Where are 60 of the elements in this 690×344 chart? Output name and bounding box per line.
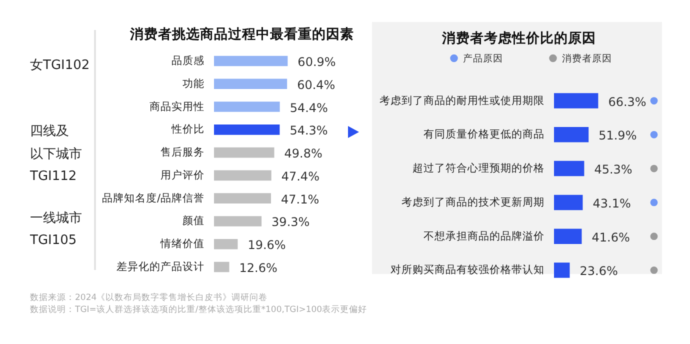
y-tick-label: 颜值 <box>182 214 204 228</box>
bar <box>554 93 598 108</box>
y-tick-label: 售后服务 <box>160 146 204 159</box>
bar <box>554 262 570 278</box>
bar <box>214 102 280 112</box>
bar <box>554 127 589 142</box>
legend-label: 产品原因 <box>463 52 503 64</box>
bar <box>214 56 288 66</box>
y-tick-label: 性价比 <box>170 122 204 136</box>
y-tick-label: 考虑到了商品的耐用性或使用期限 <box>380 94 544 107</box>
text: 女TGI102 <box>30 57 90 75</box>
bar <box>214 216 262 226</box>
bar <box>214 78 288 90</box>
y-tick-label: 用户评价 <box>160 168 204 182</box>
source-note: 数据来源：2024《以数布局数字零售增长白皮书》调研问卷 <box>30 292 268 304</box>
data-label: 54.4% <box>290 100 328 115</box>
y-tick-label: 考虑到了商品的技术更新周期 <box>402 195 544 208</box>
chart-title: 消费者考虑性价比的原因 <box>441 30 596 46</box>
bar <box>214 147 274 158</box>
y-tick-label: 超过了符合心理预期的价格 <box>412 162 544 175</box>
y-tick-label: 功能 <box>182 76 204 90</box>
bar <box>214 238 238 250</box>
data-label: 60.9% <box>298 55 336 70</box>
bar <box>554 228 582 244</box>
text: TGI105 <box>30 232 77 250</box>
y-tick-label: 情绪价值 <box>160 237 204 250</box>
data-label: 66.3% <box>608 94 646 109</box>
bar <box>214 170 272 181</box>
text: 数据说明：TGI=该人群选择该选项的比重/整体该选项比重*100,TGI>100表示更偏好 <box>30 304 368 316</box>
data-label: 45.3% <box>594 162 632 177</box>
data-label: 23.6% <box>580 264 618 278</box>
y-tick-label: 商品实用性 <box>150 100 204 113</box>
text: 一线城市 <box>30 210 82 228</box>
bar <box>214 193 271 204</box>
data-label: 47.4% <box>281 169 320 184</box>
data-label: 60.4% <box>297 78 336 92</box>
y-tick-label: 差异化的产品设计 <box>116 260 204 273</box>
data-label: 41.6% <box>592 230 630 244</box>
data-label: 19.6% <box>248 238 286 252</box>
data-label: 51.9% <box>598 128 637 143</box>
data-label: 12.6% <box>239 260 278 275</box>
bar <box>554 194 583 210</box>
bar <box>214 262 230 272</box>
y-tick-label: 不想承担商品的品牌溢价 <box>424 229 544 242</box>
data-label: 47.1% <box>280 192 320 206</box>
text: TGI112 <box>30 168 77 186</box>
text: 四线及 <box>30 123 69 141</box>
legend-label: 消费者原因 <box>562 52 612 64</box>
data-label: 39.3% <box>272 215 310 230</box>
y-tick-label: 有同质量价格更低的商品 <box>424 128 544 141</box>
y-tick-label: 品牌知名度/品牌信誉 <box>102 191 204 204</box>
chart-title: 消费者挑选商品过程中最看重的因素 <box>129 26 354 42</box>
bar <box>554 160 584 176</box>
y-tick-label: 品质感 <box>172 54 204 68</box>
data-label: 43.1% <box>592 196 631 210</box>
text: 以下城市 <box>30 146 82 164</box>
data-label: 49.8% <box>284 146 322 161</box>
bar <box>214 124 280 135</box>
y-tick-label: 对所购买商品有较强价格带认知 <box>390 263 544 276</box>
data-label: 54.3% <box>290 124 328 138</box>
